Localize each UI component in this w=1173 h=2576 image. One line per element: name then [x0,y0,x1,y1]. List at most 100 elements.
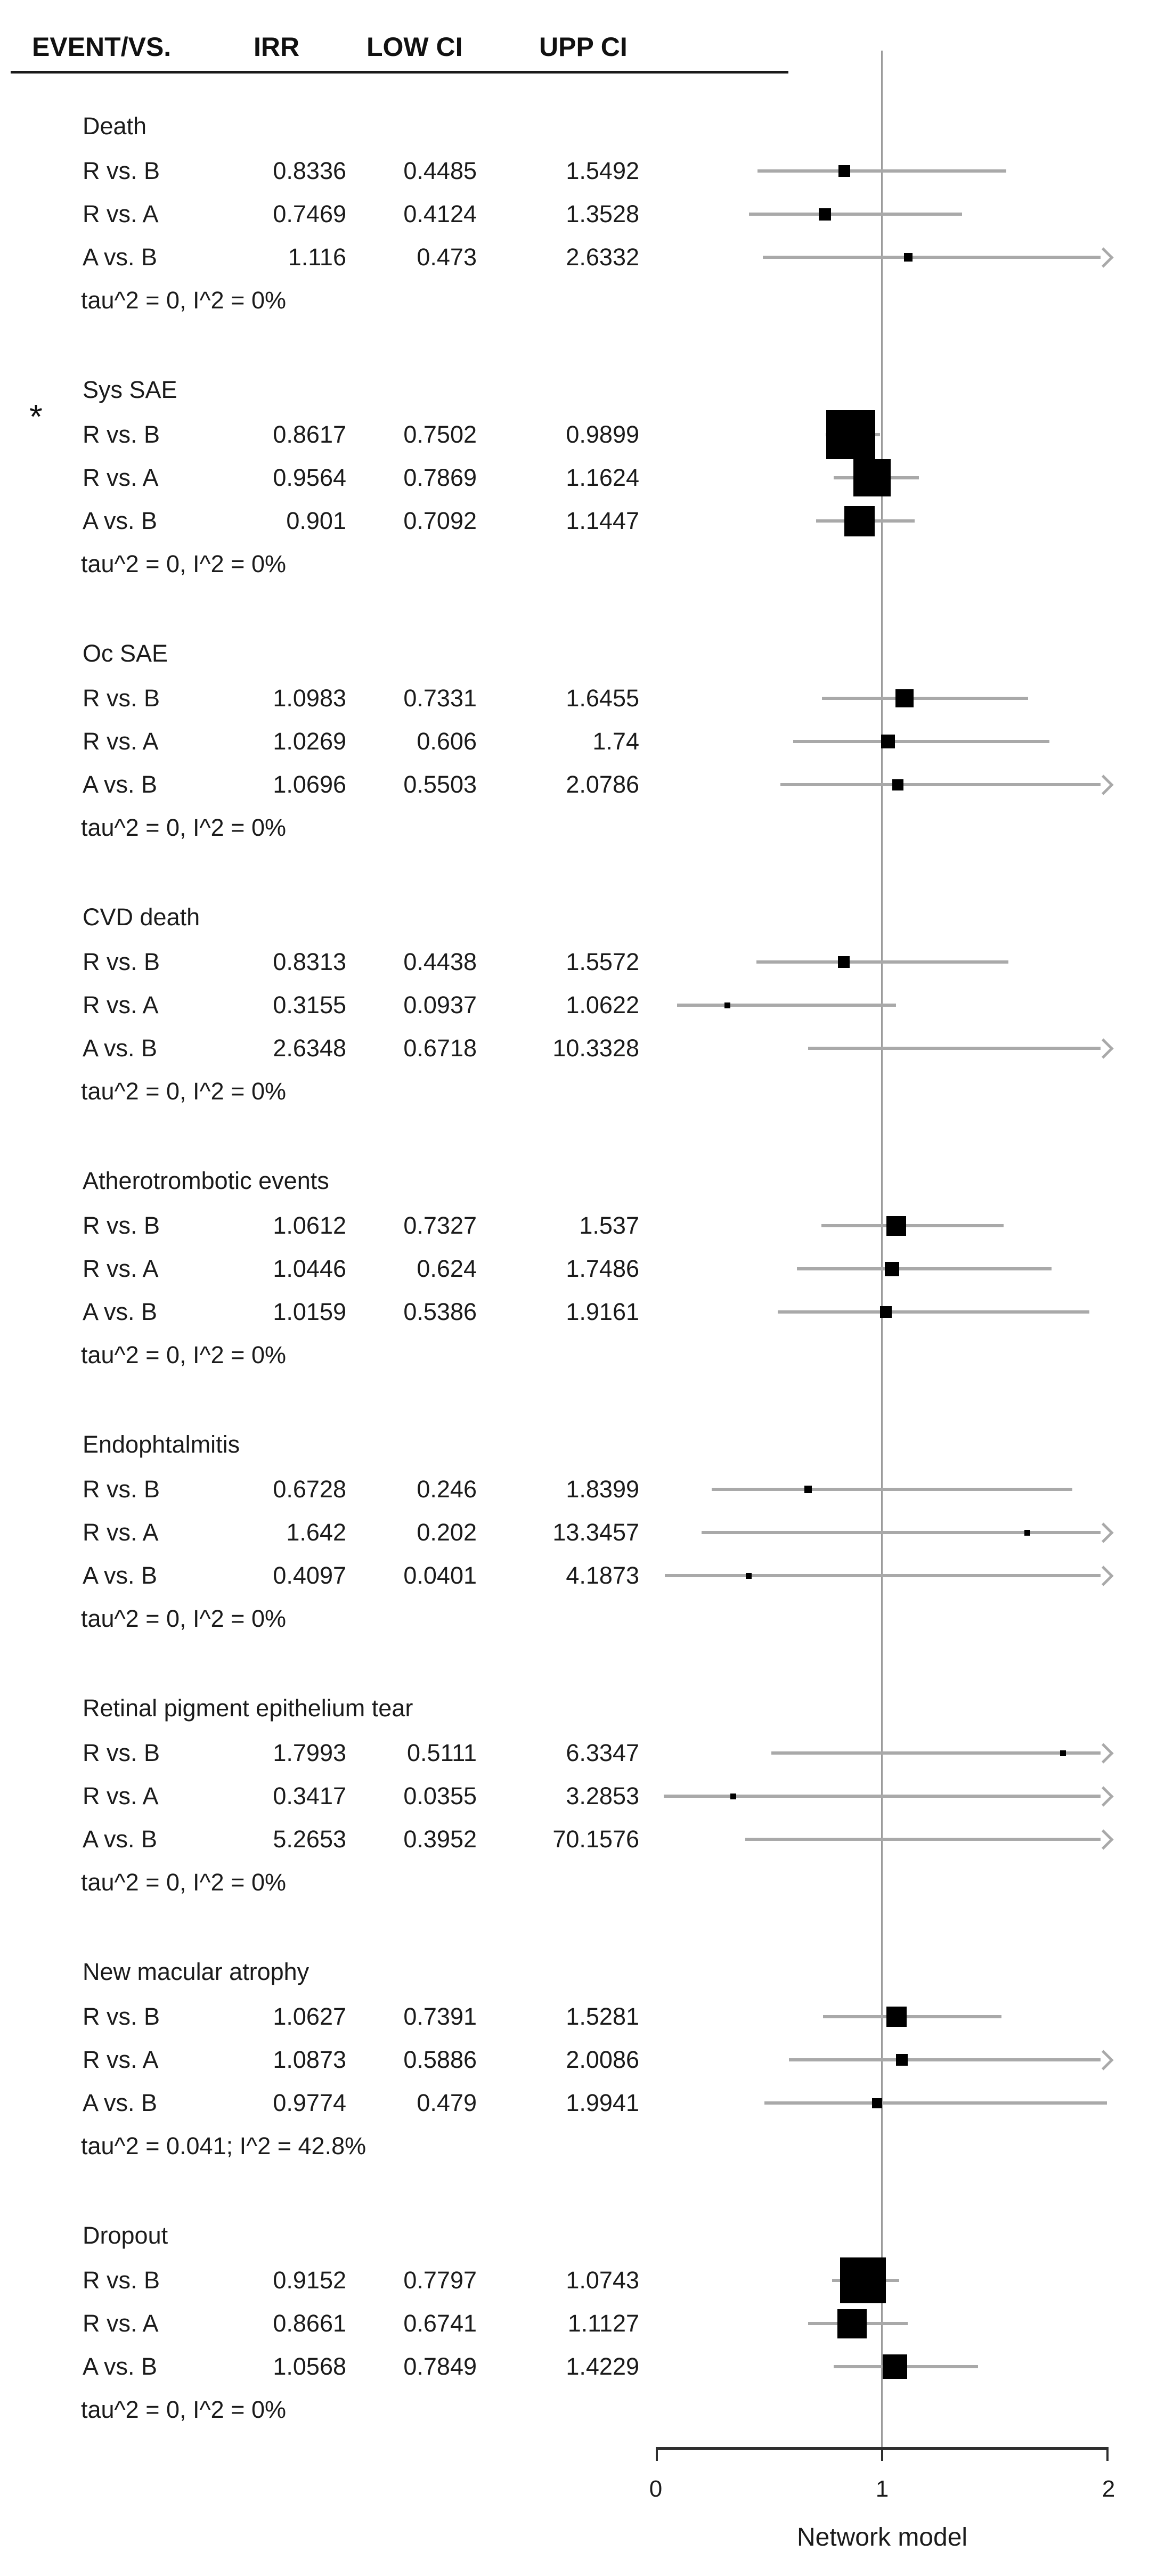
group-label: CVD death [83,903,200,931]
header-rule [11,71,788,74]
group-label: Atherotrombotic events [83,1167,329,1194]
comparison-label: R vs. B [83,2003,160,2030]
irr-value: 1.0612 [273,1212,346,1239]
irr-value: 0.9564 [273,464,346,491]
upp-ci-value: 1.5281 [566,2003,639,2030]
ci-line [763,256,1101,259]
point-estimate-square [883,2354,908,2379]
group-label: Death [83,112,147,140]
upp-ci-value: 1.1127 [567,2310,639,2337]
arrow-right-icon [1093,247,1114,268]
point-estimate-square [886,2007,907,2027]
upp-ci-value: 1.0743 [566,2267,639,2294]
irr-value: 0.901 [286,507,346,534]
ci-line [821,1224,1004,1227]
point-estimate-square [853,459,891,496]
comparison-label: R vs. A [83,1519,159,1546]
point-estimate-square [1060,1750,1066,1756]
low-ci-value: 0.473 [417,243,477,271]
comparison-label: R vs. B [83,2267,160,2294]
comparison-label: A vs. B [83,1298,158,1325]
ci-line [789,2058,1101,2061]
ci-line [711,1488,1072,1491]
ci-line [793,740,1050,743]
low-ci-value: 0.0401 [403,1562,477,1589]
upp-ci-value: 4.1873 [566,1562,639,1589]
comparison-label: A vs. B [83,1562,158,1589]
point-estimate-square [838,165,851,177]
irr-value: 0.4097 [273,1562,346,1589]
group-label: Sys SAE [83,376,177,403]
ci-line [764,2101,1107,2105]
comparison-label: R vs. A [83,2046,159,2073]
low-ci-value: 0.3952 [403,1825,477,1853]
upp-ci-value: 6.3347 [566,1739,639,1766]
point-estimate-square [837,2309,867,2338]
irr-value: 1.0269 [273,728,346,755]
group-label: Oc SAE [83,640,168,667]
comparison-label: R vs. B [83,684,160,712]
low-ci-value: 0.7502 [403,421,477,448]
irr-value: 0.8661 [273,2310,346,2337]
upp-ci-value: 1.1447 [566,507,639,534]
ci-line [665,1574,1101,1577]
comparison-label: R vs. A [83,2310,159,2337]
x-axis-tick [881,2447,883,2461]
upp-ci-value: 1.7486 [566,1255,639,1282]
x-axis-title: Network model [796,2523,968,2551]
low-ci-value: 0.0355 [403,1782,477,1809]
upp-ci-value: 1.5492 [566,157,639,184]
arrow-right-icon [1093,1566,1114,1586]
upp-ci-value: 1.74 [592,728,639,755]
upp-ci-value: 1.6455 [566,684,639,712]
upp-ci-value: 2.0786 [566,771,639,798]
irr-value: 0.7469 [273,200,346,227]
group-label: Endophtalmitis [83,1431,240,1458]
point-estimate-square [881,735,895,748]
irr-value: 1.0627 [273,2003,346,2030]
upp-ci-value: 1.8399 [566,1476,639,1503]
comparison-label: R vs. B [83,1212,160,1239]
comparison-label: R vs. A [83,1782,159,1809]
x-axis-tick-label: 0 [649,2476,663,2502]
upp-ci-value: 10.3328 [552,1034,639,1062]
upp-ci-value: 1.5572 [566,948,639,975]
point-estimate-square [818,208,831,221]
column-header-event: EVENT/VS. [32,32,172,62]
group-label: New macular atrophy [83,1958,309,1985]
ci-line [797,1267,1052,1270]
irr-value: 0.6728 [273,1476,346,1503]
comparison-label: A vs. B [83,771,158,798]
arrow-right-icon [1093,1829,1114,1850]
comparison-label: A vs. B [83,2089,158,2116]
upp-ci-value: 1.9161 [566,1298,639,1325]
upp-ci-value: 0.9899 [566,421,639,448]
low-ci-value: 0.5886 [403,2046,477,2073]
heterogeneity-note: tau^2 = 0, I^2 = 0% [81,550,286,577]
point-estimate-square [895,689,914,707]
ci-line [771,1751,1101,1755]
comparison-label: A vs. B [83,507,158,534]
irr-value: 0.9152 [273,2267,346,2294]
comparison-label: R vs. B [83,157,160,184]
point-estimate-square [826,410,876,459]
point-estimate-square [840,2257,886,2303]
arrow-right-icon [1093,1522,1114,1543]
upp-ci-value: 1.4229 [566,2353,639,2380]
low-ci-value: 0.5503 [403,771,477,798]
arrow-right-icon [1093,1038,1114,1059]
irr-value: 1.0983 [273,684,346,712]
heterogeneity-note: tau^2 = 0, I^2 = 0% [81,287,286,314]
comparison-label: R vs. B [83,948,160,975]
low-ci-value: 0.606 [417,728,477,755]
heterogeneity-note: tau^2 = 0, I^2 = 0% [81,1605,286,1632]
irr-value: 0.3155 [273,991,346,1018]
heterogeneity-note: tau^2 = 0, I^2 = 0% [81,1341,286,1368]
low-ci-value: 0.0937 [403,991,477,1018]
low-ci-value: 0.7869 [403,464,477,491]
comparison-label: R vs. A [83,1255,159,1282]
x-axis-tick [1106,2447,1109,2461]
significance-asterisk: * [29,397,43,436]
upp-ci-value: 13.3457 [552,1519,639,1546]
point-estimate-square [1024,1529,1031,1536]
